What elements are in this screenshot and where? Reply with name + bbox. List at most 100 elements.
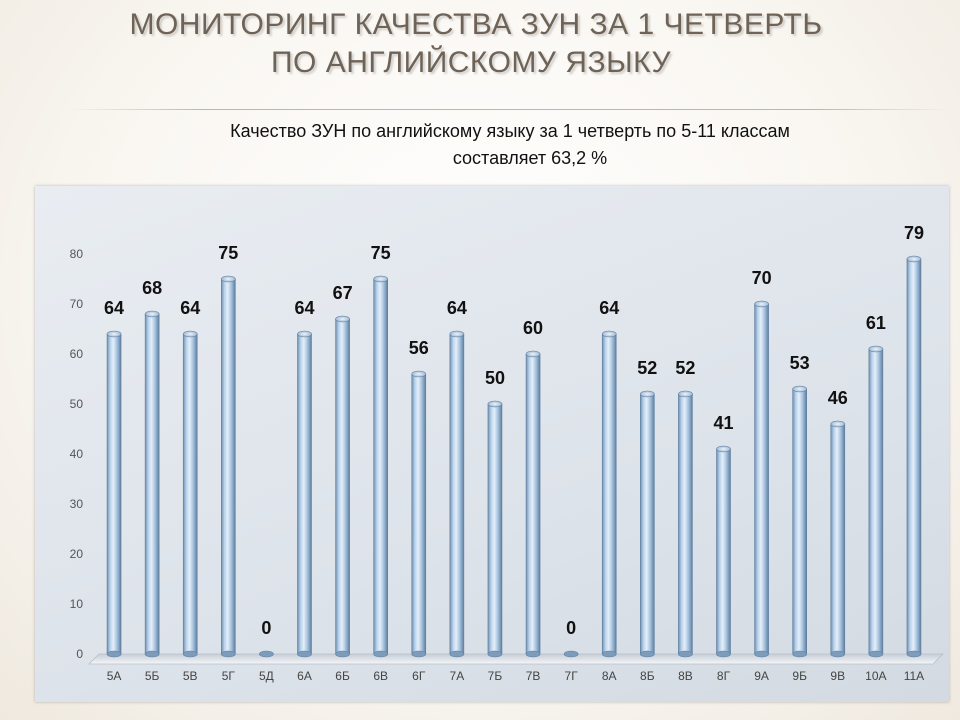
bar-body — [601, 333, 617, 655]
bar — [411, 370, 427, 658]
y-tick-label: 0 — [76, 647, 83, 661]
bar-base — [601, 650, 617, 658]
bar-body — [335, 318, 350, 655]
bar-body — [525, 353, 541, 655]
bar-base — [259, 650, 274, 658]
y-tick-label: 30 — [70, 497, 84, 511]
x-tick-label: 6В — [373, 669, 388, 683]
bar-cap — [373, 275, 388, 283]
bar — [792, 385, 807, 658]
slide-title-line-1: Мониторинг качества ЗУН за 1 четверть — [129, 8, 823, 41]
bar — [144, 310, 160, 658]
bar — [373, 275, 388, 658]
bar — [754, 300, 769, 658]
bar-body — [830, 423, 846, 655]
bar-body — [106, 333, 122, 655]
x-tick-label: 11А — [904, 669, 924, 683]
bar-base — [297, 650, 312, 658]
x-tick-label: 5Б — [145, 669, 160, 683]
bar — [335, 315, 350, 658]
data-label: 75 — [371, 243, 391, 263]
x-tick-label: 7Б — [488, 669, 503, 683]
bar-cap — [678, 390, 693, 398]
bar-body — [297, 333, 312, 655]
y-tick-label: 20 — [70, 547, 84, 561]
bar-cap — [106, 330, 122, 338]
bar-cap — [830, 420, 846, 428]
data-label: 52 — [637, 358, 657, 378]
bar-base — [487, 650, 503, 658]
y-tick-label: 80 — [70, 247, 84, 261]
bar — [906, 255, 922, 658]
data-label: 52 — [675, 358, 695, 378]
bar — [449, 330, 465, 658]
bar — [259, 650, 274, 658]
bar — [830, 420, 846, 658]
bar-base — [716, 650, 731, 658]
y-tick-label: 40 — [70, 447, 84, 461]
data-label: 50 — [485, 368, 505, 388]
data-label: 68 — [142, 278, 162, 298]
x-tick-label: 8А — [602, 669, 617, 683]
x-tick-label: 9В — [830, 669, 845, 683]
bar-body — [449, 333, 465, 655]
bar-cap — [144, 310, 160, 318]
bar-cap — [868, 345, 884, 353]
data-label: 64 — [180, 298, 200, 318]
title-divider — [70, 109, 950, 110]
bar-base — [144, 650, 160, 658]
y-tick-label: 70 — [70, 297, 84, 311]
bar — [601, 330, 617, 658]
x-tick-label: 10А — [865, 669, 886, 683]
bar-cap — [792, 385, 807, 393]
data-label: 75 — [218, 243, 238, 263]
bar-body — [373, 278, 388, 655]
bar — [563, 650, 579, 658]
data-label: 64 — [447, 298, 467, 318]
bar-body — [182, 333, 198, 655]
bar-body — [754, 303, 769, 655]
data-label: 64 — [599, 298, 619, 318]
bar-base — [411, 650, 427, 658]
bar-base — [373, 650, 388, 658]
data-label: 0 — [566, 618, 576, 638]
bar-body — [411, 373, 427, 655]
bar-body — [221, 278, 236, 655]
data-label: 60 — [523, 318, 543, 338]
bar-cap — [297, 330, 312, 338]
bar — [106, 330, 122, 658]
bar-cap — [335, 315, 350, 323]
bar-cap — [601, 330, 617, 338]
slide-title: Мониторинг качества ЗУН за 1 четверть по… — [0, 6, 960, 82]
bar-base — [754, 650, 769, 658]
bar-cap — [906, 255, 922, 263]
bar — [297, 330, 312, 658]
bar-base — [868, 650, 884, 658]
x-tick-label: 6Б — [335, 669, 350, 683]
bar-cap — [487, 400, 503, 408]
bar-base — [792, 650, 807, 658]
bar-cap — [182, 330, 198, 338]
chart-caption-line-1: Качество ЗУН по английскому языку за 1 ч… — [230, 121, 790, 141]
bar-cap — [640, 390, 655, 398]
x-tick-label: 8В — [678, 669, 693, 683]
data-label: 46 — [828, 388, 848, 408]
bar-base — [640, 650, 655, 658]
y-tick-label: 10 — [70, 597, 84, 611]
bar-cap — [754, 300, 769, 308]
x-tick-label: 6Г — [412, 669, 426, 683]
bar-body — [640, 393, 655, 655]
bar — [221, 275, 236, 658]
bar — [525, 350, 541, 658]
bar-body — [716, 448, 731, 655]
data-label: 64 — [294, 298, 314, 318]
data-label: 61 — [866, 313, 886, 333]
x-tick-label: 8Г — [717, 669, 731, 683]
y-tick-label: 60 — [70, 347, 84, 361]
data-label: 56 — [409, 338, 429, 358]
x-tick-label: 9Б — [792, 669, 807, 683]
bar-base — [906, 650, 922, 658]
bar-base — [106, 650, 122, 658]
bar-base — [221, 650, 236, 658]
chart-floor — [88, 653, 944, 665]
